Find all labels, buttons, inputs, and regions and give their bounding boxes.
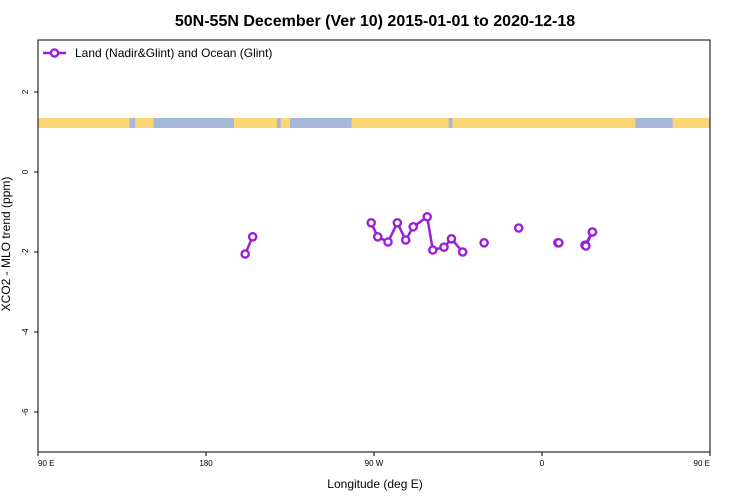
y-tick-label: -2 <box>21 248 30 256</box>
x-tick-label: 0 <box>540 459 545 468</box>
x-tick-label: 90 E <box>38 459 54 468</box>
x-tick-label: 90 E <box>694 459 710 468</box>
series-line <box>370 214 464 253</box>
legend-label: Land (Nadir&Glint) and Ocean (Glint) <box>75 46 272 60</box>
y-axis-label: XCO2 - MLO trend (ppm) <box>0 177 13 312</box>
x-tick-label: 90 W <box>365 459 384 468</box>
plot-area: 90 E 180 90 W 0 90 E 2 0 -2 -4 -6 Land (Nadir&Glin… <box>21 39 711 468</box>
data-point <box>366 217 377 228</box>
plot-frame <box>37 39 711 453</box>
data-point <box>587 227 598 237</box>
map-strip-land <box>672 118 710 128</box>
x-axis-label: Longitude (deg E) <box>327 477 422 491</box>
y-tick-label: -6 <box>21 408 30 416</box>
data-point <box>240 249 250 259</box>
map-strip-land <box>234 118 277 128</box>
data-point <box>400 235 411 245</box>
data-point <box>581 241 591 251</box>
data-point <box>457 247 468 257</box>
x-tick-label: 180 <box>199 459 213 468</box>
map-strip-land <box>38 118 130 128</box>
y-tick-label: -4 <box>21 328 30 336</box>
data-point <box>247 231 258 242</box>
y-tick-label: 2 <box>21 89 30 94</box>
data-point <box>439 242 449 252</box>
map-strip-land <box>452 118 636 128</box>
y-tick-label: 0 <box>21 169 30 174</box>
map-strip-land <box>280 118 290 128</box>
data-point <box>554 237 564 248</box>
chart-title: 50N-55N December (Ver 10) 2015-01-01 to … <box>175 13 575 30</box>
map-strip-land <box>135 118 154 128</box>
data-point <box>427 245 438 255</box>
data-point <box>383 237 393 247</box>
data-point <box>372 231 383 242</box>
data-point <box>513 223 524 233</box>
data-point <box>479 237 489 248</box>
legend-marker <box>49 48 60 58</box>
map-strip-land <box>351 118 449 128</box>
data-point <box>422 211 433 222</box>
data-point <box>446 233 457 244</box>
data-point <box>408 221 419 232</box>
data-point <box>392 217 403 228</box>
